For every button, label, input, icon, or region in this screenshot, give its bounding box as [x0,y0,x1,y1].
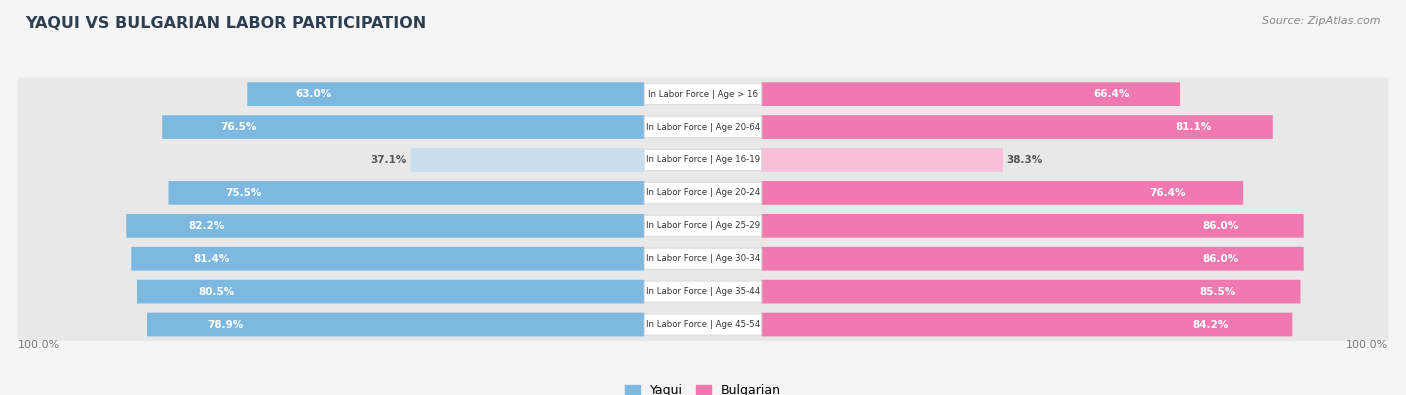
Text: In Labor Force | Age 16-19: In Labor Force | Age 16-19 [645,156,761,164]
Text: 76.4%: 76.4% [1149,188,1185,198]
FancyBboxPatch shape [644,248,762,269]
Text: 100.0%: 100.0% [17,340,59,350]
FancyBboxPatch shape [17,78,1389,111]
Text: 86.0%: 86.0% [1202,254,1239,264]
Text: 37.1%: 37.1% [371,155,408,165]
Text: 84.2%: 84.2% [1192,320,1229,329]
FancyBboxPatch shape [644,149,762,171]
FancyBboxPatch shape [136,280,644,303]
Text: In Labor Force | Age 45-54: In Labor Force | Age 45-54 [645,320,761,329]
FancyBboxPatch shape [17,177,1389,209]
Text: 100.0%: 100.0% [1347,340,1389,350]
Text: In Labor Force | Age 25-29: In Labor Force | Age 25-29 [645,221,761,230]
Text: Source: ZipAtlas.com: Source: ZipAtlas.com [1263,16,1381,26]
Text: In Labor Force | Age 20-64: In Labor Force | Age 20-64 [645,122,761,132]
FancyBboxPatch shape [411,148,644,172]
FancyBboxPatch shape [17,111,1389,143]
FancyBboxPatch shape [644,182,762,203]
FancyBboxPatch shape [162,115,644,139]
Text: In Labor Force | Age 20-24: In Labor Force | Age 20-24 [645,188,761,198]
FancyBboxPatch shape [762,115,1272,139]
Text: 80.5%: 80.5% [198,287,235,297]
Text: 81.4%: 81.4% [193,254,229,264]
FancyBboxPatch shape [644,117,762,137]
FancyBboxPatch shape [17,143,1389,177]
Text: 75.5%: 75.5% [225,188,262,198]
Text: In Labor Force | Age 30-34: In Labor Force | Age 30-34 [645,254,761,263]
Text: YAQUI VS BULGARIAN LABOR PARTICIPATION: YAQUI VS BULGARIAN LABOR PARTICIPATION [25,16,426,31]
Text: In Labor Force | Age > 16: In Labor Force | Age > 16 [648,90,758,99]
FancyBboxPatch shape [644,215,762,236]
FancyBboxPatch shape [247,82,644,106]
FancyBboxPatch shape [762,148,1002,172]
Text: In Labor Force | Age 35-44: In Labor Force | Age 35-44 [645,287,761,296]
Legend: Yaqui, Bulgarian: Yaqui, Bulgarian [620,379,786,395]
Text: 81.1%: 81.1% [1175,122,1212,132]
FancyBboxPatch shape [762,280,1301,303]
Text: 63.0%: 63.0% [295,89,332,99]
Text: 85.5%: 85.5% [1199,287,1236,297]
FancyBboxPatch shape [644,314,762,335]
FancyBboxPatch shape [17,308,1389,341]
Text: 78.9%: 78.9% [207,320,243,329]
FancyBboxPatch shape [17,209,1389,242]
FancyBboxPatch shape [762,181,1243,205]
Text: 82.2%: 82.2% [188,221,225,231]
FancyBboxPatch shape [127,214,644,238]
FancyBboxPatch shape [17,242,1389,275]
FancyBboxPatch shape [131,247,644,271]
Text: 38.3%: 38.3% [1007,155,1043,165]
Text: 66.4%: 66.4% [1094,89,1130,99]
Text: 76.5%: 76.5% [221,122,256,132]
FancyBboxPatch shape [644,84,762,105]
FancyBboxPatch shape [644,281,762,302]
FancyBboxPatch shape [762,313,1292,337]
FancyBboxPatch shape [762,82,1180,106]
FancyBboxPatch shape [169,181,644,205]
Text: 86.0%: 86.0% [1202,221,1239,231]
FancyBboxPatch shape [762,247,1303,271]
FancyBboxPatch shape [762,214,1303,238]
FancyBboxPatch shape [148,313,644,337]
FancyBboxPatch shape [17,275,1389,308]
